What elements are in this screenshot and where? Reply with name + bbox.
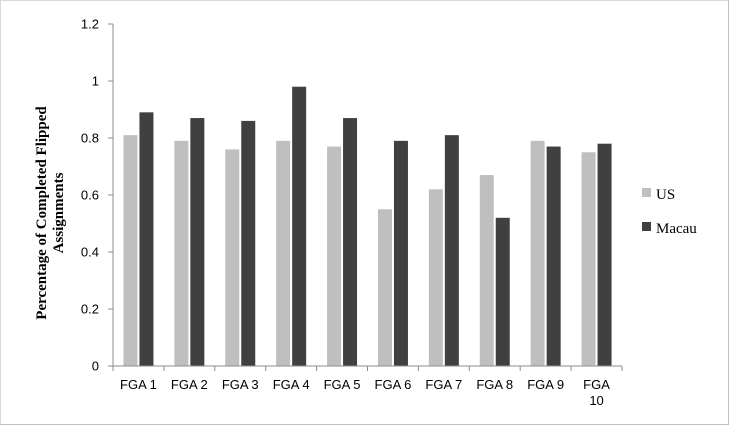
y-axis-title-line: Percentage of Completed Flipped	[34, 106, 50, 320]
y-tick-label: 0.4	[81, 245, 99, 260]
x-tick-label: FGA 2	[171, 377, 208, 392]
bar-macau-3	[241, 120, 256, 367]
y-tick-label: 0	[92, 359, 99, 374]
x-tick-label: FGA 5	[324, 377, 361, 392]
bar-macau-2	[190, 118, 205, 366]
legend-label-macau: Macau	[656, 221, 697, 237]
y-tick-label: 1.2	[81, 17, 99, 32]
x-tick-label: FGA 3	[222, 377, 259, 392]
y-axis-title: Percentage of Completed FlippedAssignmen…	[34, 106, 67, 320]
x-axis: FGA 1 FGA 2 FGA 3 FGA 4 FGA 5 FGA 6 FGA 7 FGA 8…	[112, 365, 623, 408]
x-tick-label-line: FGA 4	[273, 377, 310, 392]
bar-us-2	[174, 140, 189, 366]
x-tick-label: FGA 10	[583, 377, 610, 408]
bar-macau-7	[444, 135, 459, 366]
bar-macau-1	[139, 112, 154, 366]
bar-macau-4	[292, 86, 307, 366]
y-axis-title-text: Percentage of Completed FlippedAssignmen…	[34, 106, 67, 320]
y-tick-label: 0.2	[81, 302, 99, 317]
bars	[123, 86, 612, 367]
x-tick-label-line: FGA 6	[375, 377, 412, 392]
x-tick-label: FGA 7	[425, 377, 462, 392]
x-tick-label: FGA 8	[476, 377, 513, 392]
x-tick-label: FGA 6	[375, 377, 412, 392]
x-tick-label: FGA 4	[273, 377, 310, 392]
bar-us-5	[327, 146, 342, 366]
bar-macau-9	[546, 146, 561, 366]
bar-us-10	[581, 152, 596, 366]
bar-macau-10	[597, 143, 612, 366]
bar-macau-5	[343, 118, 358, 366]
x-tick-label: FGA 1	[120, 377, 157, 392]
x-tick-label-line: FGA 3	[222, 377, 259, 392]
x-tick-label-line: FGA 2	[171, 377, 208, 392]
bar-macau-8	[495, 217, 510, 366]
x-tick-label-line: FGA 1	[120, 377, 157, 392]
legend-label-us: US	[656, 187, 675, 203]
bar-us-7	[428, 189, 443, 366]
bar-us-6	[377, 209, 392, 366]
bar-us-4	[276, 140, 291, 366]
y-tick-label: 0.6	[81, 188, 99, 203]
bar-us-1	[123, 135, 138, 366]
y-axis: 0 0.2 0.4 0.6 0.8 1 1.2	[81, 17, 114, 374]
x-tick-label-line: FGA 8	[476, 377, 513, 392]
bar-us-9	[530, 140, 545, 366]
x-tick-label-line: FGA 7	[425, 377, 462, 392]
y-tick-label: 0.8	[81, 131, 99, 146]
bar-macau-6	[393, 140, 408, 366]
x-tick-label: FGA 9	[527, 377, 564, 392]
x-tick-label-line: 10	[589, 393, 603, 408]
bar-us-3	[225, 149, 240, 366]
x-tick-label-line: FGA 9	[527, 377, 564, 392]
bar-us-8	[479, 175, 494, 366]
x-tick-label-line: FGA	[583, 377, 610, 392]
y-tick-label: 1	[92, 74, 99, 89]
legend-swatch-macau	[642, 222, 651, 231]
legend-swatch-us	[642, 188, 651, 197]
y-axis-title-line: Assignments	[51, 172, 67, 253]
x-tick-label-line: FGA 5	[324, 377, 361, 392]
legend: US Macau	[642, 187, 697, 237]
